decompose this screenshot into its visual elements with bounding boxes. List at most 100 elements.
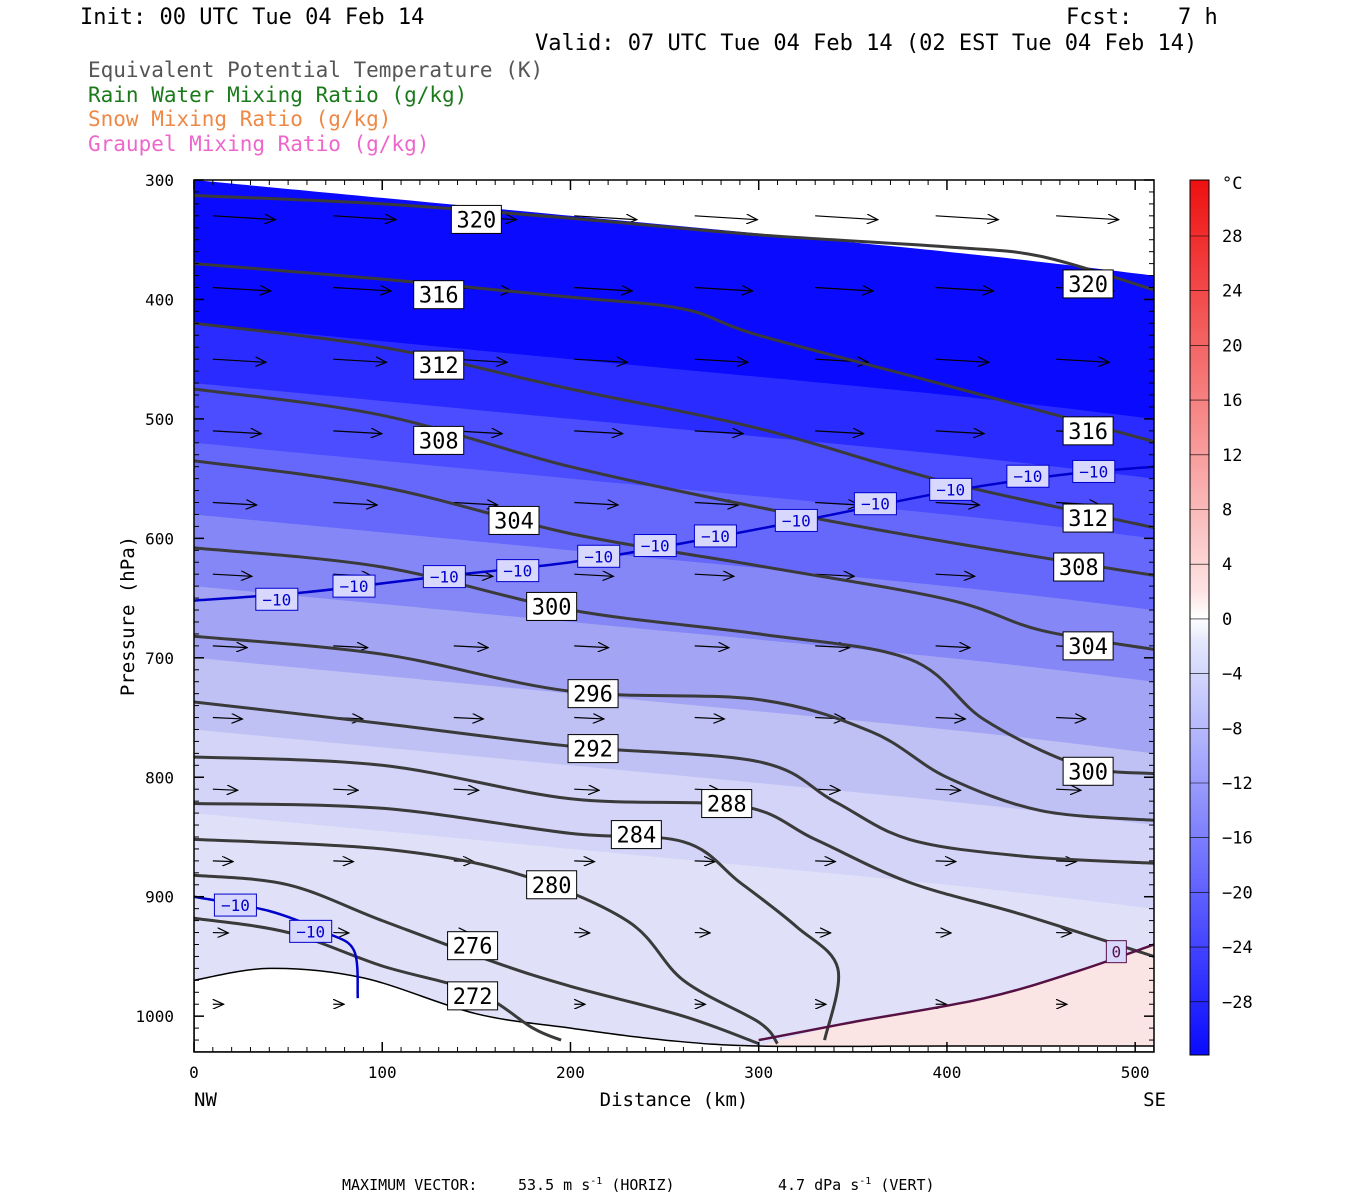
legend-snow: Snow Mixing Ratio (g/kg) [88, 107, 392, 131]
colorbar-label: −8 [1222, 719, 1242, 739]
y-tick-label: 300 [145, 171, 174, 190]
isotherm-label: −10 [701, 527, 730, 546]
y-tick-label: 1000 [135, 1007, 174, 1026]
theta-e-label-box [1062, 631, 1114, 661]
theta-e-line [194, 194, 1154, 292]
isotherm-label-box [633, 534, 677, 558]
theta-e-line [194, 262, 1154, 444]
wind-arrow [453, 646, 488, 648]
wind-arrow [935, 288, 994, 291]
x-end-label-se: SE [1143, 1089, 1166, 1111]
wind-arrow [574, 216, 637, 220]
isotherm-label-box [774, 508, 818, 532]
wind-arrow [574, 288, 632, 291]
valid-time: Valid: 07 UTC Tue 04 Feb 14 (02 EST Tue … [535, 31, 1198, 56]
isotherm-label-box [693, 524, 737, 548]
x-axis-label: Distance (km) [600, 1089, 749, 1111]
colorbar: °C 28 24 20 16 12 8 4 0 −4 −8 −12 −16 −20 −24 −28 [1189, 174, 1253, 1056]
theta-e-label: 284 [616, 824, 656, 849]
wind-arrow [574, 574, 613, 576]
isotherm-label: −10 [1079, 462, 1108, 481]
colorbar-label: 20 [1222, 336, 1242, 356]
theta-e-label: 320 [1068, 273, 1108, 298]
wind-arrow [935, 216, 999, 220]
wind-arrow [453, 503, 498, 505]
axes: 300 400 500 600 700 800 900 1000 0 100 200 300 400 50… [117, 171, 1166, 1111]
horiz-max-vector: 53.5 m s-1 (HORIZ) [518, 1176, 675, 1194]
theta-e-label-box [488, 505, 540, 535]
colorbar-label: 0 [1222, 610, 1232, 630]
theta-e-label-box [1062, 503, 1114, 533]
max-vector-label: MAXIMUM VECTOR: [342, 1176, 478, 1194]
theta-e-line [194, 387, 1154, 577]
wind-arrow [212, 574, 252, 576]
vert-unit: dPa s [814, 1176, 860, 1194]
isotherm-label-box [496, 559, 540, 583]
wind-arrow [212, 646, 247, 648]
legend-rain: Rain Water Mixing Ratio (g/kg) [88, 83, 468, 107]
wind-arrow [574, 861, 594, 862]
isotherm-label-box [422, 565, 466, 589]
theta-e-line [194, 837, 779, 1045]
theta-e-label-box [610, 820, 662, 850]
wind-arrow [333, 359, 386, 362]
theta-e-label: 316 [419, 284, 459, 309]
theta-e-label-box [1062, 269, 1114, 299]
theta-e-label-box [1062, 756, 1114, 786]
wind-arrow [333, 861, 353, 862]
y-axis-label: Pressure (hPa) [117, 536, 139, 696]
wind-arrow [574, 359, 627, 362]
theta-e-label: 320 [456, 208, 496, 233]
x-tick-label: 500 [1121, 1063, 1150, 1082]
wind-arrow [1056, 216, 1119, 220]
isotherm-label: −10 [782, 511, 811, 530]
theta-e-label: 272 [453, 985, 493, 1010]
temperature-fill [194, 180, 1154, 1052]
theta-e-label: 312 [1068, 507, 1108, 532]
colorbar-label: 16 [1222, 391, 1242, 411]
wind-arrow [212, 359, 266, 362]
isotherm-label-box [853, 492, 897, 516]
isotherm-label-box [332, 574, 376, 598]
wind-arrow [694, 431, 744, 434]
isotherm-label-box [577, 544, 621, 568]
wind-arrow [1056, 718, 1086, 719]
theta-e-line [194, 873, 760, 1046]
isotherm-label-box [1105, 940, 1127, 964]
isotherm-label: −10 [584, 547, 613, 566]
y-tick-label: 800 [145, 768, 174, 787]
init-time: Init: 00 UTC Tue 04 Feb 14 [80, 5, 425, 30]
theta-e-label: 308 [419, 429, 459, 454]
wind-arrow [694, 718, 725, 719]
forecast-label: Fcst: [1066, 5, 1133, 30]
wind-arrow [453, 718, 484, 719]
theta-e-label-box [413, 350, 465, 380]
wind-arrow [694, 216, 758, 220]
wind-arrow [935, 718, 966, 719]
isotherm-label: −10 [296, 922, 325, 941]
x-tick-label: 200 [556, 1063, 585, 1082]
wind-arrow [815, 646, 849, 648]
isotherm-label: −10 [1013, 467, 1042, 486]
wind-arrow [212, 431, 261, 434]
isotherm-label-box [213, 893, 257, 917]
wind-arrow [333, 646, 367, 648]
terrain-surface [194, 967, 1154, 1052]
isotherm-label-box [255, 587, 299, 611]
colorbar-label: 12 [1222, 446, 1242, 466]
isotherm-label-box [1072, 459, 1116, 483]
theta-e-line [194, 546, 1154, 776]
isotherm-label: −10 [641, 537, 670, 556]
isotherm-label: 0 [1112, 943, 1122, 962]
terrain [194, 967, 1154, 1052]
colorbar-label: −4 [1222, 665, 1242, 685]
wind-arrow [333, 288, 391, 291]
wind-arrow [815, 789, 840, 790]
vert-max-vector: 4.7 dPa s-1 (VERT) [778, 1176, 935, 1194]
theta-e-label: 280 [532, 874, 572, 899]
isotherm-label-box [1006, 464, 1050, 488]
wind-arrow [212, 216, 276, 220]
wind-arrow [212, 288, 271, 291]
wind-arrow [1056, 789, 1081, 790]
isotherm-line [758, 943, 1154, 1042]
